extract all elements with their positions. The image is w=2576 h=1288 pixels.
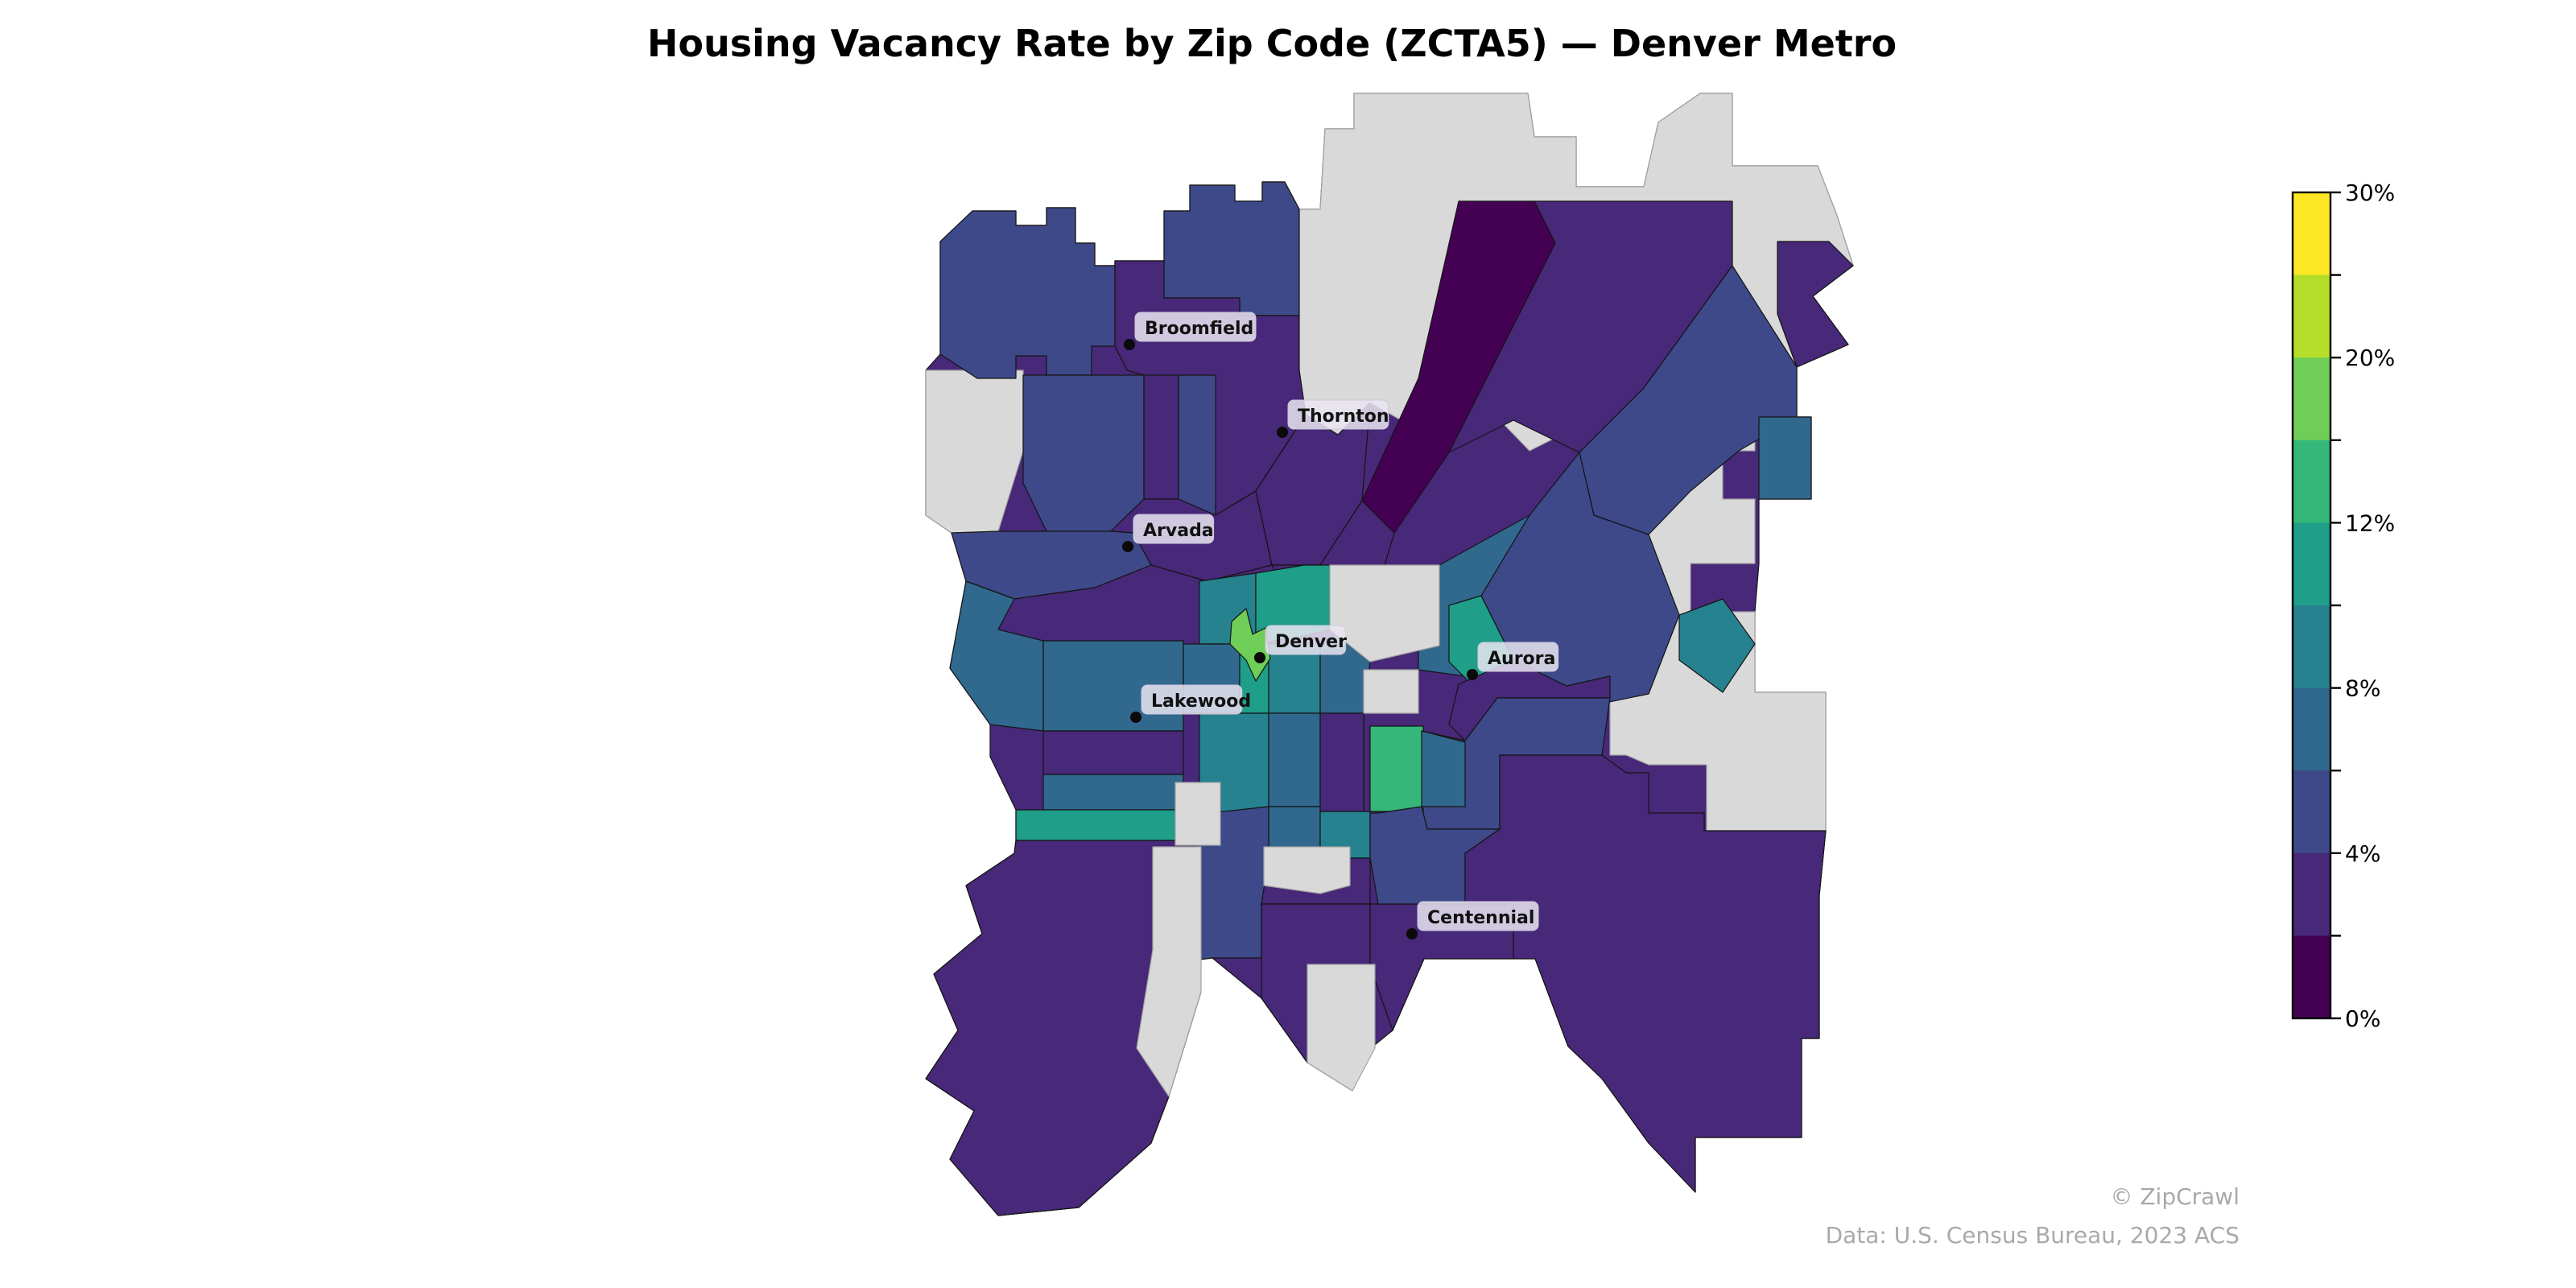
colorbar-tick-label: 30% [2345,180,2395,206]
city-label-box [1417,901,1539,931]
city-labels-layer: Broomfield Thornton Arvada Denver Aurora Lake… [1122,312,1559,939]
city-label-box [1477,642,1559,672]
colorbar-tick-label: 8% [2345,675,2380,702]
city-label-text: Aurora [1488,649,1555,669]
city-label-box [1287,399,1389,430]
city-label-text: Arvada [1143,521,1214,541]
zip-region [1178,374,1216,516]
city-marker [1406,928,1418,939]
attribution-line2: Data: U.S. Census Bureau, 2023 ACS [1826,1222,2240,1249]
colorbar-band [2293,440,2330,523]
city-marker-group: Lakewood [1130,684,1251,723]
no-data-region [1174,782,1221,846]
colorbar: 30% 20% 12% 8% 4% 0% [2291,180,2395,1032]
city-marker [1130,712,1141,723]
city-label-text: Lakewood [1151,691,1251,712]
zip-region [939,207,1116,379]
colorbar-band [2293,192,2330,276]
city-marker-group: Arvada [1122,514,1215,552]
zip-region [1022,374,1145,532]
zip-region [1268,712,1321,807]
zip-region [1678,598,1756,693]
no-data-region [1363,669,1419,714]
city-label-box [1133,514,1215,544]
city-marker-group: Broomfield [1124,312,1257,350]
city-marker [1277,427,1288,438]
colorbar-band [2293,522,2330,606]
zip-region [1777,241,1854,368]
zip-region [1042,730,1184,775]
city-label-box [1265,625,1347,655]
colorbar-band [2293,605,2330,689]
zip-region [1369,725,1424,812]
city-label-text: Thornton [1298,407,1389,427]
zip-region [1758,416,1812,500]
zip-region [951,530,1152,600]
city-marker [1467,669,1478,680]
colorbar-band [2293,770,2330,854]
city-label-box [1141,684,1243,715]
map-regions [925,93,1854,1216]
city-marker-group: Centennial [1406,901,1539,939]
colorbar-tick-label: 20% [2345,345,2395,371]
no-data-region [1307,964,1376,1092]
no-data-region [1263,846,1351,894]
colorbar-tick-label: 12% [2345,510,2395,536]
zip-region [1319,712,1364,812]
city-marker [1122,541,1133,552]
zip-region [1421,730,1466,807]
colorbar-band [2293,935,2330,1019]
city-marker-group: Aurora [1467,642,1559,680]
colorbar-band [2293,852,2330,936]
chart-title: Housing Vacancy Rate by Zip Code (ZCTA5)… [647,22,1897,65]
city-label-box [1134,312,1257,342]
no-data-region [1136,846,1202,1097]
colorbar-band [2293,275,2330,358]
city-marker [1254,652,1265,663]
zip-region [1163,181,1300,316]
city-marker [1124,339,1135,350]
city-label-text: Centennial [1427,908,1534,928]
city-marker-group: Thornton [1277,399,1389,438]
no-data-region [1329,564,1440,663]
colorbar-band [2293,687,2330,771]
city-label-text: Broomfield [1145,319,1253,339]
city-label-text: Denver [1275,632,1347,652]
attribution-line1: © ZipCrawl [2110,1183,2240,1210]
colorbar-band [2293,357,2330,441]
zip-region [1042,774,1184,811]
zip-region [1015,809,1184,841]
zip-region [1143,374,1179,500]
colorbar-tick-label: 4% [2345,840,2380,867]
colorbar-tick-label: 0% [2345,1005,2380,1032]
city-marker-group: Denver [1254,625,1347,663]
